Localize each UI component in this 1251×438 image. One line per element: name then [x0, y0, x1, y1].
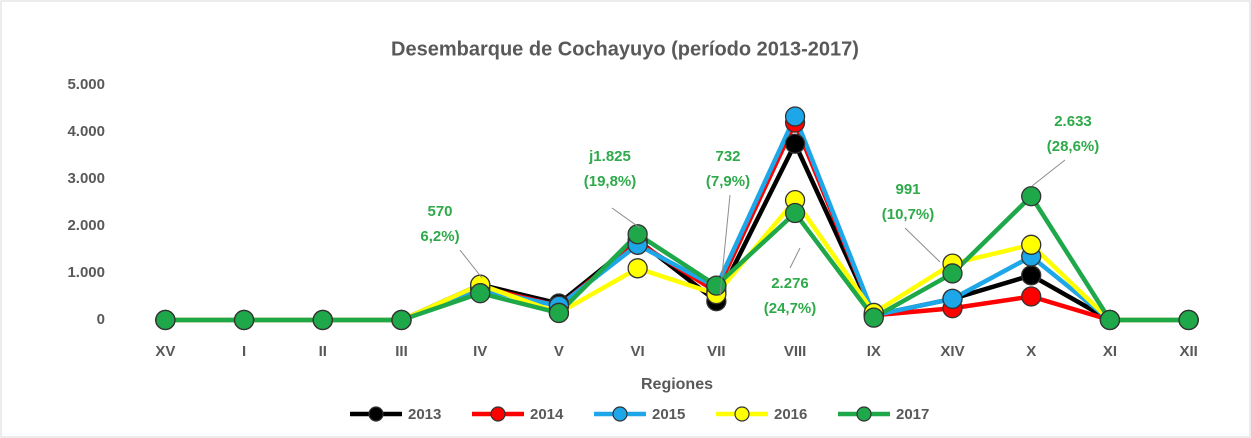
- leader-line: [789, 247, 801, 269]
- y-tick-label: 0: [97, 311, 105, 328]
- annotation: 732: [715, 148, 740, 165]
- annotation: 991: [895, 181, 920, 198]
- leader-line: [611, 207, 641, 229]
- legend-marker: [734, 406, 750, 422]
- x-tick-label: III: [395, 343, 408, 360]
- x-axis-label: Regiones: [641, 376, 713, 393]
- marker: [627, 258, 648, 279]
- y-tick-label: 3.000: [67, 170, 105, 187]
- x-tick-label: X: [1026, 343, 1036, 360]
- marker: [1021, 186, 1042, 207]
- annotation: 2.633: [1054, 113, 1092, 130]
- y-tick-label: 5.000: [67, 76, 105, 93]
- x-tick-label: I: [242, 343, 246, 360]
- marker: [942, 288, 963, 310]
- x-tick-label: XII: [1179, 343, 1197, 360]
- legend-label: 2017: [896, 406, 929, 423]
- leader-line: [719, 194, 731, 297]
- series-line: [165, 193, 1189, 323]
- y-tick-label: 4.000: [67, 123, 105, 140]
- annotation: (24,7%): [764, 300, 817, 317]
- annotation: 570: [427, 203, 452, 220]
- leader-line: [904, 227, 941, 263]
- annotation: (19,8%): [584, 173, 637, 190]
- marker: [1178, 309, 1199, 331]
- x-tick-label: II: [319, 343, 327, 360]
- annotation: j1.825: [588, 148, 631, 165]
- legend-label: 2016: [774, 406, 807, 423]
- annotation: (28,6%): [1047, 138, 1100, 155]
- chart-title: Desembarque de Cochayuyo (período 2013-2…: [391, 38, 859, 60]
- marker: [1099, 309, 1121, 331]
- marker: [233, 309, 255, 331]
- marker: [391, 309, 412, 331]
- annotation: (7,9%): [706, 173, 750, 190]
- marker: [1021, 286, 1042, 307]
- y-tick-label: 2.000: [67, 217, 105, 234]
- marker: [312, 309, 333, 331]
- marker: [784, 106, 806, 127]
- annotation: 6,2%): [420, 228, 459, 245]
- leader-line: [459, 249, 483, 279]
- x-tick-label: XI: [1103, 343, 1117, 360]
- x-tick-label: IV: [473, 343, 487, 360]
- x-tick-label: XV: [155, 343, 175, 360]
- annotation: (10,7%): [882, 206, 935, 223]
- marker: [942, 263, 963, 284]
- marker: [784, 202, 806, 224]
- leader-line: [1031, 159, 1066, 187]
- marker: [155, 309, 176, 331]
- x-tick-label: VII: [707, 343, 725, 360]
- legend-label: 2013: [408, 406, 441, 423]
- x-tick-label: IX: [867, 343, 881, 360]
- y-tick-label: 1.000: [67, 264, 105, 281]
- legend-label: 2014: [530, 406, 564, 423]
- x-tick-label: V: [554, 343, 564, 360]
- marker: [470, 283, 491, 304]
- marker: [627, 224, 648, 245]
- marker: [1021, 265, 1042, 286]
- marker: [784, 133, 806, 154]
- marker: [706, 275, 727, 296]
- legend-marker: [856, 406, 872, 422]
- x-tick-label: VIII: [784, 343, 807, 360]
- legend-label: 2015: [652, 406, 685, 423]
- legend-marker: [368, 406, 384, 422]
- x-tick-label: XIV: [940, 343, 964, 360]
- marker: [863, 307, 884, 328]
- legend-marker: [490, 406, 506, 422]
- legend-marker: [612, 406, 628, 422]
- annotation: 2.276: [771, 275, 809, 292]
- marker: [1021, 234, 1042, 255]
- x-tick-label: VI: [631, 343, 645, 360]
- marker: [548, 302, 570, 324]
